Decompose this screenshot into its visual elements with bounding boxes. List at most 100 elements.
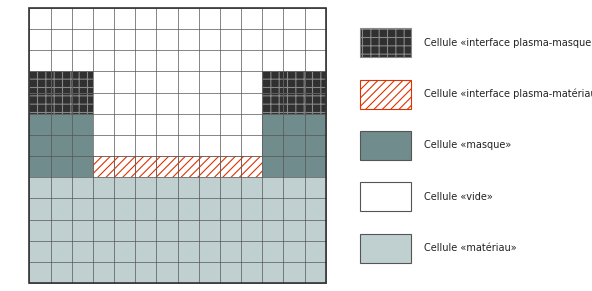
Bar: [156, 198, 178, 220]
Bar: [51, 93, 72, 114]
Bar: [241, 29, 262, 50]
Bar: [284, 135, 304, 156]
Bar: [156, 8, 178, 29]
Bar: [156, 114, 178, 135]
Bar: [199, 93, 220, 114]
Bar: [199, 156, 220, 177]
Bar: [114, 135, 136, 156]
Bar: [93, 262, 114, 283]
Bar: [72, 71, 93, 93]
Bar: [136, 29, 156, 50]
Bar: [199, 71, 220, 93]
Bar: [72, 262, 93, 283]
Bar: [241, 156, 262, 177]
Bar: [156, 50, 178, 71]
Bar: [262, 29, 284, 50]
Bar: [241, 71, 262, 93]
Bar: [93, 93, 114, 114]
Bar: [284, 198, 304, 220]
Bar: [241, 262, 262, 283]
Text: Cellule «vide»: Cellule «vide»: [424, 192, 493, 202]
Bar: [93, 220, 114, 241]
Bar: [304, 262, 326, 283]
Bar: [262, 8, 284, 29]
Bar: [72, 50, 93, 71]
Bar: [30, 8, 51, 29]
Bar: [30, 135, 51, 156]
Bar: [93, 198, 114, 220]
Bar: [136, 8, 156, 29]
Bar: [93, 71, 114, 93]
Bar: [30, 262, 51, 283]
Bar: [114, 71, 136, 93]
Bar: [304, 241, 326, 262]
Bar: [304, 135, 326, 156]
Bar: [156, 93, 178, 114]
Bar: [284, 29, 304, 50]
Bar: [51, 29, 72, 50]
Bar: [220, 114, 241, 135]
Bar: [72, 241, 93, 262]
Bar: [114, 198, 136, 220]
Bar: [304, 29, 326, 50]
Bar: [30, 177, 51, 198]
Bar: [30, 29, 51, 50]
Bar: [136, 135, 156, 156]
Bar: [72, 135, 93, 156]
Bar: [93, 156, 114, 177]
Text: Cellule «masque»: Cellule «masque»: [424, 141, 511, 150]
Bar: [304, 71, 326, 93]
Bar: [136, 71, 156, 93]
Bar: [30, 71, 51, 93]
Bar: [178, 262, 199, 283]
Bar: [262, 262, 284, 283]
Bar: [114, 50, 136, 71]
Bar: [178, 50, 199, 71]
Bar: [30, 220, 51, 241]
Bar: [304, 114, 326, 135]
Text: Cellule «matériau»: Cellule «matériau»: [424, 243, 517, 253]
Bar: [136, 241, 156, 262]
Bar: [178, 114, 199, 135]
Bar: [114, 29, 136, 50]
Bar: [284, 220, 304, 241]
Bar: [241, 8, 262, 29]
Bar: [220, 220, 241, 241]
Bar: [220, 50, 241, 71]
Bar: [156, 262, 178, 283]
Bar: [114, 114, 136, 135]
Bar: [72, 29, 93, 50]
Bar: [241, 220, 262, 241]
Bar: [51, 156, 72, 177]
Bar: [51, 262, 72, 283]
Bar: [114, 241, 136, 262]
Bar: [199, 241, 220, 262]
Bar: [156, 220, 178, 241]
Bar: [284, 8, 304, 29]
Bar: [360, 182, 411, 212]
Bar: [136, 262, 156, 283]
Bar: [178, 29, 199, 50]
Bar: [241, 50, 262, 71]
Bar: [220, 241, 241, 262]
Bar: [220, 156, 241, 177]
Bar: [178, 8, 199, 29]
Bar: [220, 71, 241, 93]
Bar: [241, 177, 262, 198]
Bar: [304, 198, 326, 220]
Bar: [220, 93, 241, 114]
Bar: [360, 28, 411, 57]
Bar: [199, 262, 220, 283]
Bar: [284, 50, 304, 71]
Bar: [360, 79, 411, 109]
Bar: [262, 114, 284, 135]
Bar: [51, 135, 72, 156]
Text: Cellule «interface plasma-masque»: Cellule «interface plasma-masque»: [424, 38, 592, 48]
Bar: [360, 131, 411, 160]
Bar: [93, 114, 114, 135]
Bar: [304, 93, 326, 114]
Bar: [136, 50, 156, 71]
Bar: [178, 156, 199, 177]
Bar: [178, 220, 199, 241]
Bar: [93, 177, 114, 198]
